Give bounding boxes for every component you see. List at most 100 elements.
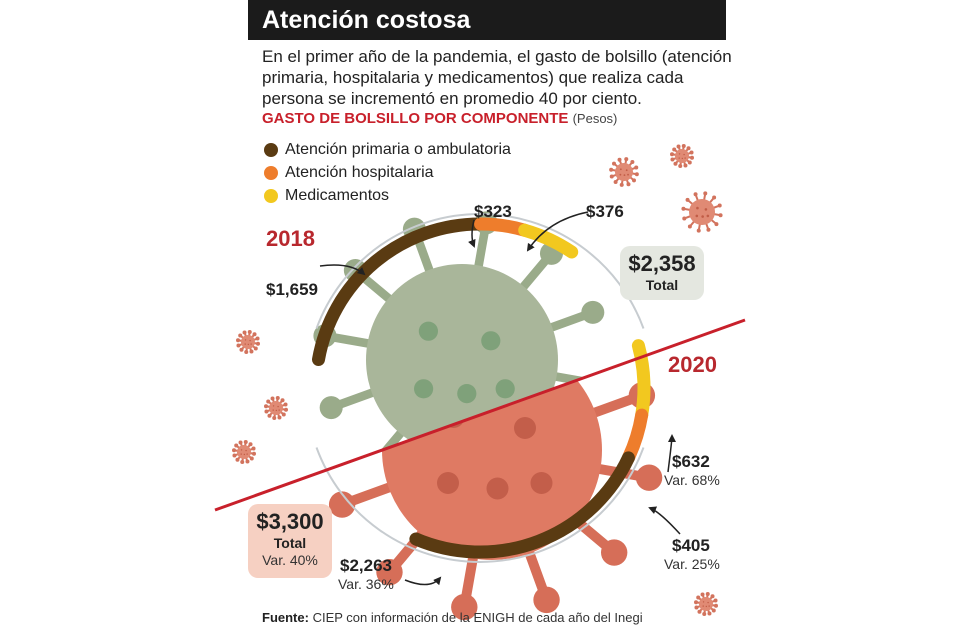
value-label-2020-hospitalaria: $405: [672, 536, 710, 555]
title-bar: Atención costosa: [248, 0, 726, 40]
background-virus-icon-dot: [683, 153, 685, 156]
virus-2018-icon-spike-tip: [319, 396, 343, 420]
legend-label-medicamentos: Medicamentos: [285, 186, 390, 204]
background-virus-icon-spike-tip: [685, 197, 690, 202]
background-virus-icon-spike-tip: [270, 396, 275, 401]
background-virus-icon-spike-tip: [609, 174, 614, 179]
background-virus-icon-spike-tip: [235, 457, 240, 462]
ring-segment-2018-medicamentos: [518, 223, 579, 259]
background-virus-icon-dot: [625, 169, 628, 172]
background-virus-icon-spike-tip: [249, 349, 254, 354]
value-label-2018-medicamentos: $376: [586, 202, 624, 221]
background-virus-icon-spike-tip: [683, 163, 688, 168]
background-virus-icon-dot: [275, 409, 278, 412]
value-label-2018-primaria: $1,659: [266, 280, 318, 299]
background-virus-icon-dot: [678, 157, 680, 159]
background-virus-icon-spike-tip: [686, 146, 691, 151]
background-virus-icon-spike-tip: [612, 161, 617, 166]
value-label-2020-medicamentos: $632: [672, 452, 710, 471]
background-virus-icon-spike-tip: [244, 349, 249, 354]
background-virus-icon-spike-tip: [700, 592, 705, 597]
background-virus-icon-spike-tip: [251, 446, 256, 451]
total-variation-2020: Var. 40%: [262, 552, 318, 568]
background-virus-icon-dot: [250, 343, 252, 345]
background-virus-icon-spike-tip: [247, 330, 252, 335]
chart-rings: [312, 213, 651, 563]
ring-segment-2020-primaria: [409, 451, 635, 559]
label-arrows: [319, 211, 681, 586]
legend-item-hospitalaria: Atención hospitalaria: [264, 161, 511, 184]
background-virus-icon-spike-tip: [253, 346, 258, 351]
total-caption-2020: Total: [273, 535, 307, 551]
background-virus-icon-spike-tip: [624, 157, 629, 162]
background-virus-icon-spike-tip: [252, 332, 257, 337]
background-virus-icon-dot: [707, 601, 709, 604]
background-virus-icon-dot: [696, 206, 699, 210]
total-box-2018: $2,358 Total: [620, 246, 704, 300]
guide-arc-2018: [315, 213, 645, 329]
background-virus-icon-spike-tip: [626, 182, 631, 187]
legend-swatch-medicamentos: [264, 188, 278, 203]
background-virus-icon-dot: [272, 405, 275, 407]
background-virus-icon: [670, 144, 694, 168]
arrow-2018-hospitalaria: [468, 219, 476, 248]
background-virus-icon-dot: [695, 214, 699, 218]
background-virus-icon-spike-tip: [277, 415, 282, 420]
background-virus-icon-spike-tip: [670, 152, 675, 157]
background-virus-icon-spike-tip: [272, 415, 277, 420]
background-virus-icon-spike-tip: [619, 182, 624, 187]
background-virus-icon-spike-tip: [670, 157, 675, 162]
background-virus-icon-spike-tip: [232, 453, 237, 458]
background-virus-icon-body: [237, 445, 251, 459]
virus-2020-icon-dot: [530, 472, 553, 494]
background-virus-icon-dot: [245, 449, 247, 452]
total-value-2020: $3,300: [256, 509, 324, 534]
background-virus-icon-spike-tip: [694, 605, 699, 610]
source-text: CIEP con información de la ENIGH de cada…: [312, 610, 643, 625]
background-virus-icon-dot: [627, 173, 629, 176]
background-virus-icon-spike-tip: [687, 160, 692, 165]
ring-segment-2020-hospitalaria: [621, 408, 649, 465]
background-virus-icon: [264, 396, 288, 420]
background-virus-icon-dot: [240, 453, 242, 455]
background-virus-icon-spike-tip: [238, 333, 243, 338]
background-virus-icon-spike-tip: [710, 594, 715, 599]
background-virus-icon-spike-tip: [672, 147, 677, 152]
virus-2020-icon-spike: [550, 322, 600, 380]
background-virus-icon-spike-tip: [609, 167, 614, 172]
legend: Atención primaria o ambulatoria Atención…: [264, 138, 511, 207]
background-virus-icon-body: [241, 335, 255, 349]
background-virus-icon-dot: [247, 343, 250, 346]
variation-label-2020-medicamentos: Var. 68%: [664, 472, 720, 488]
background-virus-icon-spike-tip: [238, 440, 243, 445]
background-virus-icon: [681, 191, 723, 233]
background-virus-icon-spike-tip: [676, 144, 681, 149]
background-virus-icon-spike-tip: [634, 165, 639, 170]
source-label: Fuente:: [262, 610, 309, 625]
background-virus-icon-spike-tip: [245, 459, 250, 464]
background-virus-icon-spike-tip: [239, 347, 244, 352]
background-virus-icon-spike-tip: [613, 179, 618, 184]
subtitle-main: GASTO DE BOLSILLO POR COMPONENTE: [262, 110, 569, 127]
background-virus-icon-dot: [249, 339, 251, 342]
arrow-2020-hospitalaria: [648, 506, 681, 535]
virus-2018-icon-spike-tip: [361, 455, 385, 479]
background-virus-icon-spike-tip: [242, 330, 247, 335]
background-virus-icon-spike-tip: [718, 213, 723, 218]
background-virus-icon-spike-tip: [687, 224, 692, 229]
legend-swatch-hospitalaria: [264, 165, 278, 180]
background-virus-icon-spike-tip: [712, 195, 717, 200]
background-virus-icon-dot: [619, 168, 622, 171]
background-virus-icon-dot: [704, 208, 708, 211]
value-label-2018-hospitalaria: $323: [474, 202, 512, 221]
background-virus-icon-spike-tip: [682, 216, 687, 221]
background-virus-icon-spike-tip: [703, 191, 708, 196]
background-virus-icon-dot: [706, 214, 710, 218]
background-virus-icon-spike-tip: [283, 407, 288, 412]
background-virus-icon-dot: [619, 173, 622, 176]
background-virus-icon-dot: [272, 409, 274, 411]
background-virus-icon-spike-tip: [249, 456, 254, 461]
background-virus-icon-spike-tip: [696, 595, 701, 600]
background-virus-icon-spike-tip: [236, 343, 241, 348]
variation-label-2020-hospitalaria: Var. 25%: [664, 556, 720, 572]
